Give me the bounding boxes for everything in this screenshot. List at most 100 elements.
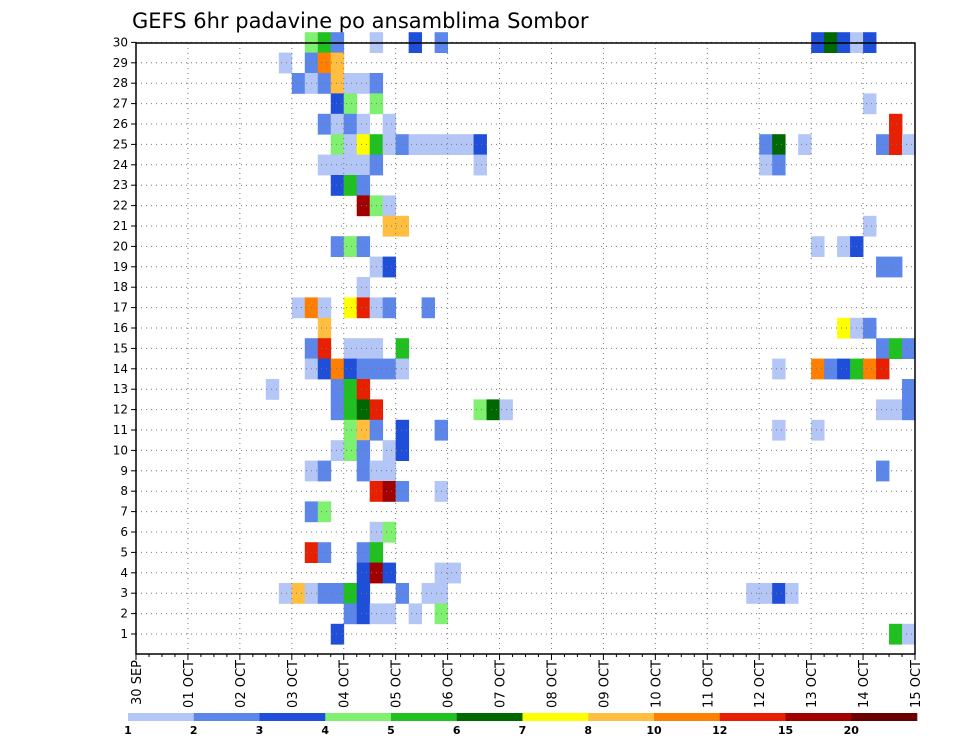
heatmap-cell xyxy=(876,134,890,155)
heatmap-cell xyxy=(772,134,786,155)
heatmap-cell xyxy=(330,134,345,155)
legend-swatch xyxy=(193,713,260,721)
legend-label: 3 xyxy=(256,724,264,737)
y-tick-label: 2 xyxy=(120,607,128,621)
heatmap-cell xyxy=(343,419,358,441)
x-tick-label: 13 OCT xyxy=(805,660,820,708)
heatmap-cell xyxy=(447,134,461,155)
heatmap-cell xyxy=(837,317,851,339)
heatmap-cell xyxy=(343,154,358,176)
heatmap-cell xyxy=(356,440,371,461)
heatmap-cell xyxy=(356,379,371,400)
heatmap-cell xyxy=(330,93,345,115)
legend-swatch xyxy=(654,713,721,721)
x-tick-label: 08 OCT xyxy=(545,660,560,708)
heatmap-cell xyxy=(759,134,773,155)
y-tick-label: 15 xyxy=(113,341,128,355)
x-tick-label: 01 OCT xyxy=(182,660,197,708)
y-tick-label: 3 xyxy=(120,586,128,600)
heatmap-cell xyxy=(837,358,851,380)
heatmap-cell xyxy=(473,154,487,176)
heatmap-cell xyxy=(317,154,332,176)
heatmap-cell xyxy=(356,460,371,482)
legend-swatch xyxy=(325,713,392,721)
heatmap-cell xyxy=(395,419,410,441)
heatmap-cell xyxy=(395,583,410,604)
heatmap-cell xyxy=(278,583,293,604)
y-tick-label: 20 xyxy=(113,239,128,253)
y-tick-label: 8 xyxy=(120,484,128,498)
x-tick-label: 04 OCT xyxy=(338,660,353,708)
heatmap-cell xyxy=(330,236,345,257)
heatmap-cell xyxy=(473,399,487,421)
heatmap-cell xyxy=(486,399,500,421)
heatmap-cell xyxy=(291,73,306,94)
heatmap-cell xyxy=(889,399,903,421)
heatmap-cell xyxy=(317,73,332,94)
heatmap-cell xyxy=(317,338,332,359)
heatmap-cell xyxy=(356,175,371,196)
heatmap-cell xyxy=(863,358,877,380)
heatmap-cell xyxy=(356,113,371,135)
heatmap-cell xyxy=(343,93,358,115)
heatmap-cell xyxy=(330,52,345,74)
x-tick-label: 14 OCT xyxy=(857,660,872,708)
heatmap-cell xyxy=(382,562,397,584)
heatmap-cell xyxy=(759,154,773,176)
heatmap-cell xyxy=(473,134,487,155)
heatmap-cell xyxy=(876,460,890,482)
y-tick-label: 13 xyxy=(113,382,128,396)
legend-swatch xyxy=(456,713,523,721)
legend-label: 2 xyxy=(190,724,198,737)
heatmap-cell xyxy=(902,134,916,155)
heatmap-cell xyxy=(343,583,358,604)
x-tick-label: 06 OCT xyxy=(442,660,457,708)
heatmap-cell xyxy=(889,338,903,359)
y-tick-label: 25 xyxy=(113,137,128,151)
heatmap-cell xyxy=(343,379,358,400)
heatmap-cell xyxy=(811,358,825,380)
legend-swatch xyxy=(851,713,918,721)
heatmap-cell xyxy=(317,358,332,380)
heatmap-cell xyxy=(837,236,851,257)
y-tick-label: 21 xyxy=(113,219,128,233)
heatmap-cell xyxy=(330,583,345,604)
heatmap-cell xyxy=(317,317,332,339)
y-tick-label: 6 xyxy=(120,525,128,539)
heatmap-cell xyxy=(408,134,423,155)
chart-title: GEFS 6hr padavine po ansamblima Sombor xyxy=(132,9,589,33)
heatmap-cell xyxy=(889,113,903,135)
y-tick-label: 1 xyxy=(120,627,128,641)
heatmap-cell xyxy=(395,481,410,502)
y-tick-label: 30 xyxy=(113,35,128,49)
heatmap-cell xyxy=(278,52,293,74)
y-tick-label: 29 xyxy=(113,56,128,70)
heatmap-cell xyxy=(824,358,838,380)
y-tick-label: 9 xyxy=(120,464,128,478)
heatmap-cell xyxy=(291,297,306,319)
heatmap-cell xyxy=(759,583,773,604)
heatmap-cell xyxy=(382,113,397,135)
heatmap-cell xyxy=(343,338,358,359)
heatmap-cell xyxy=(382,297,397,319)
heatmap-cell xyxy=(356,236,371,257)
heatmap-cell xyxy=(343,113,358,135)
heatmap-cell xyxy=(330,175,345,196)
heatmap-cell xyxy=(382,603,397,625)
heatmap-cell xyxy=(356,562,371,584)
x-tick-label: 05 OCT xyxy=(390,660,405,708)
heatmap-cell xyxy=(330,399,345,421)
y-axis: 1234567891011121314151617181920212223242… xyxy=(113,35,136,641)
heatmap-cell xyxy=(317,460,332,482)
y-tick-label: 18 xyxy=(113,280,128,294)
heatmap-cell xyxy=(356,277,371,298)
legend-label: 20 xyxy=(844,724,860,737)
heatmap-cell xyxy=(382,521,397,543)
x-tick-label: 07 OCT xyxy=(494,660,509,708)
heatmap-cell xyxy=(317,113,332,135)
heatmap-cell xyxy=(902,623,916,645)
heatmap-cell xyxy=(811,236,825,257)
heatmap-cell xyxy=(382,215,397,237)
y-tick-label: 27 xyxy=(113,97,128,111)
